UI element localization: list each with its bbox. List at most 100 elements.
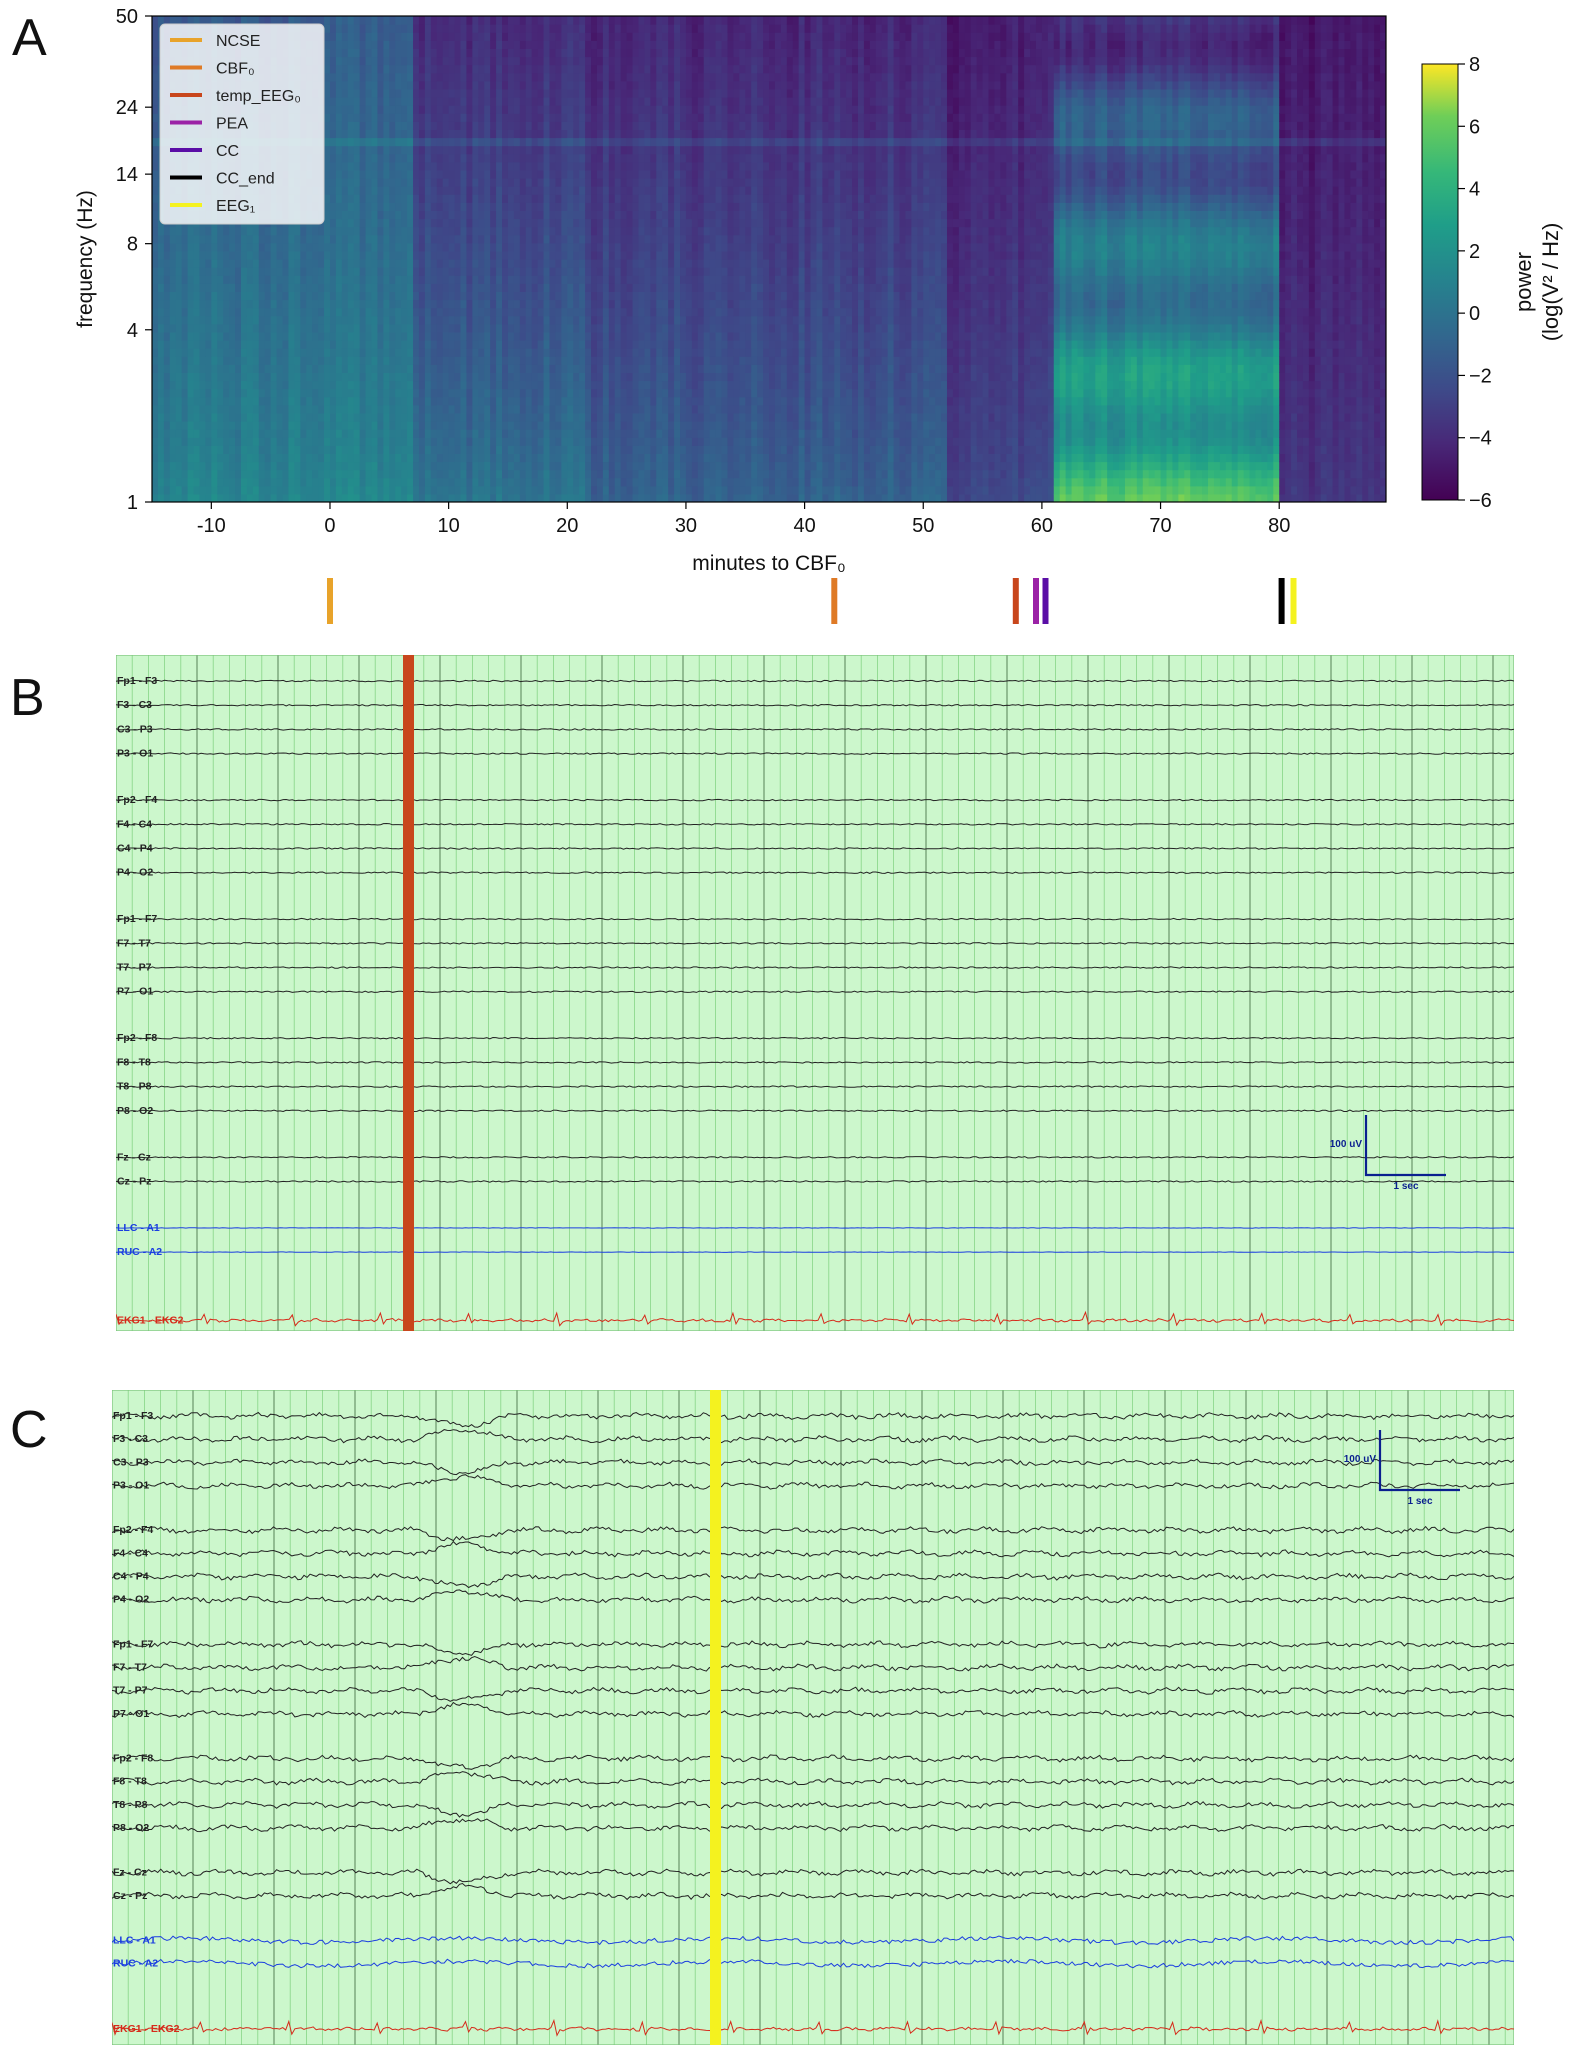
event-marker	[1278, 578, 1285, 624]
channel-label: P8 - O2	[113, 1822, 149, 1834]
channel-trace	[116, 990, 1514, 993]
channel-label: Fp2 - F4	[117, 794, 157, 806]
channel-label: F7 - T7	[113, 1661, 147, 1673]
colorbar-label-line1: power	[1511, 252, 1536, 312]
eeg-grid	[112, 1390, 1514, 2045]
channel-trace	[116, 1180, 1514, 1183]
channel-trace	[116, 942, 1514, 945]
spectrogram-frame	[151, 15, 1387, 503]
scale-amplitude-label: 100 uV	[1344, 1454, 1377, 1465]
channel-trace	[112, 1429, 1514, 1444]
channel-trace	[116, 752, 1514, 755]
channel-label: T7 - P7	[117, 962, 152, 974]
y-tick-label: 24	[116, 97, 138, 119]
channel-label: F4 - C4	[117, 818, 152, 830]
channel-label: P7 - O1	[117, 986, 153, 998]
legend-label: EEG₁	[216, 198, 255, 215]
channel-label: Fp1 - F7	[113, 1638, 153, 1650]
channel-label: Fp1 - F3	[117, 675, 157, 687]
channel-trace	[116, 679, 1514, 683]
channel-label: Cz - Pz	[113, 1890, 147, 1902]
channel-trace	[112, 1640, 1514, 1656]
channel-trace	[112, 1458, 1514, 1476]
y-axis-label: frequency (Hz)	[74, 190, 97, 328]
y-tick-label: 14	[116, 164, 138, 186]
channel-trace	[116, 1036, 1514, 1040]
channel-label: P7 - O1	[113, 1708, 149, 1720]
event-marker	[1033, 578, 1039, 624]
colorbar-tick-label: −4	[1469, 428, 1492, 450]
channel-label: RUC - A2	[117, 1246, 162, 1258]
x-tick-label: 30	[675, 515, 697, 537]
channel-trace	[112, 1589, 1514, 1604]
channel-label: Fz - Cz	[117, 1151, 151, 1163]
scale-time-label: 1 sec	[1407, 1496, 1432, 1507]
channel-label: LLC - A1	[117, 1222, 160, 1234]
y-tick-label: 8	[127, 234, 138, 256]
channel-trace	[116, 1109, 1514, 1113]
spectrogram-heatmap	[152, 16, 1386, 502]
y-tick-label: 4	[127, 320, 138, 342]
legend-label: temp_EEG₀	[216, 88, 301, 105]
event-marker-temp-eeg0	[403, 655, 414, 1331]
channel-trace	[116, 966, 1514, 969]
channel-label: P3 - O1	[117, 748, 153, 760]
channel-label: P4 - O2	[117, 867, 153, 879]
channel-trace	[116, 1310, 1514, 1327]
eeg-traces	[112, 1411, 1514, 2037]
channel-label: T8 - P8	[117, 1081, 152, 1093]
channel-trace	[112, 1818, 1514, 1833]
channel-label: C4 - P4	[113, 1571, 149, 1583]
channel-label: EKG1 - EKG2	[117, 1314, 184, 1326]
x-tick-label: 80	[1268, 515, 1290, 537]
channel-trace	[116, 822, 1514, 826]
channel-trace	[116, 1227, 1514, 1229]
channel-trace	[116, 798, 1514, 802]
channel-label: Cz - Pz	[117, 1175, 151, 1187]
colorbar-tick-label: 2	[1469, 241, 1480, 263]
colorbar: 8 6 4 2 0 −2 −4 −6 power (log(V² / Hz)	[1421, 54, 1563, 512]
channel-trace	[112, 1935, 1514, 1946]
legend: NCSE CBF₀ temp_EEG₀ PEA CC CC_end EEG₁	[159, 23, 325, 225]
event-markers	[327, 578, 1297, 624]
colorbar-label-line2: (log(V² / Hz)	[1538, 223, 1563, 342]
channel-label: P4 - O2	[113, 1594, 149, 1606]
channel-label: C3 - P3	[117, 723, 153, 735]
channel-label: F8 - T8	[117, 1056, 151, 1068]
colorbar-tick-label: 8	[1469, 54, 1480, 76]
channel-trace	[112, 1540, 1514, 1558]
channel-label: F3 - C3	[117, 699, 152, 711]
eeg-traces	[116, 679, 1514, 1327]
event-marker-eeg1	[710, 1390, 721, 2045]
x-tick-label: 10	[438, 515, 460, 537]
channel-label: P3 - O1	[113, 1480, 149, 1492]
scale-bar-lines	[1378, 1430, 1460, 1492]
legend-label: CC_end	[216, 171, 275, 188]
channel-trace	[116, 1061, 1514, 1064]
channel-trace	[116, 703, 1514, 707]
event-marker	[831, 578, 838, 624]
eeg-panel-b: Fp1 - F3 F3 - C3 C3 - P3 P3 - O1 Fp2 - F4 F4 …	[116, 655, 1514, 1331]
channel-label: F8 - T8	[113, 1776, 147, 1788]
legend-label: PEA	[216, 116, 248, 133]
channel-label: F3 - C3	[113, 1433, 148, 1445]
colorbar-tick-label: 4	[1469, 179, 1480, 201]
y-tick-label: 50	[116, 6, 138, 28]
channel-label: EKG1 - EKG2	[113, 2023, 180, 2035]
event-marker	[327, 578, 333, 624]
channel-trace	[112, 1525, 1514, 1542]
colorbar-tick-label: −6	[1469, 490, 1492, 512]
channel-label: F7 - T7	[117, 937, 151, 949]
channel-labels: Fp1 - F3 F3 - C3 C3 - P3 P3 - O1 Fp2 - F4 F4 …	[113, 1410, 180, 2035]
channel-trace	[116, 728, 1514, 731]
channel-trace	[116, 1085, 1514, 1088]
colorbar-scale	[1421, 63, 1459, 501]
legend-label: NCSE	[216, 33, 260, 50]
legend-label: CBF₀	[216, 61, 255, 78]
channel-trace	[112, 1686, 1514, 1702]
eeg-background	[116, 655, 1514, 1331]
colorbar-tick-label: −2	[1469, 365, 1492, 387]
channel-label: C4 - P4	[117, 842, 153, 854]
